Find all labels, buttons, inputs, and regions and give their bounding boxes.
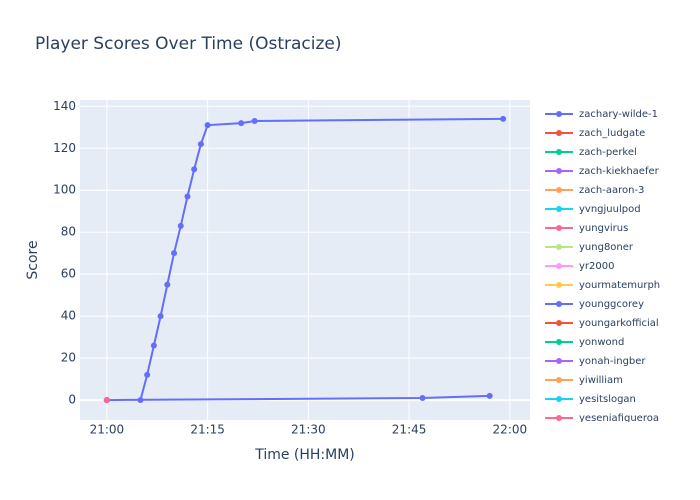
data-point	[238, 120, 245, 127]
legend-marker	[556, 187, 562, 193]
chart-title: Player Scores Over Time (Ostracize)	[35, 34, 342, 54]
y-tick-label: 60	[61, 267, 76, 281]
y-tick-label: 140	[53, 99, 76, 113]
x-axis-title: Time (HH:MM)	[254, 447, 355, 463]
data-point	[419, 394, 426, 401]
legend-marker	[556, 377, 562, 383]
legend-label[interactable]: zach_ludgate	[579, 128, 645, 139]
legend-label[interactable]: yesitslogan	[579, 394, 636, 405]
y-tick-label: 80	[61, 225, 76, 239]
x-tick-label: 22:00	[493, 423, 528, 437]
legend-marker	[556, 396, 562, 402]
legend-label[interactable]: yr2000	[579, 261, 614, 272]
legend-label[interactable]: younggcorey	[579, 299, 644, 310]
y-tick-label: 20	[61, 351, 76, 365]
data-point	[486, 392, 493, 399]
y-tick-label: 0	[68, 393, 76, 407]
data-point	[184, 193, 191, 200]
data-point	[164, 281, 171, 288]
legend-marker	[556, 282, 562, 288]
legend-label[interactable]: youngarkofficial	[579, 318, 659, 329]
legend-label[interactable]: zach-perkel	[579, 147, 637, 158]
x-tick-label: 21:15	[190, 423, 225, 437]
plot	[103, 115, 507, 404]
legend-label[interactable]: zach-kiekhaefer	[579, 166, 660, 177]
legend-marker	[556, 301, 562, 307]
series-line	[139, 117, 504, 401]
legend[interactable]: zachary-wilde-1 zach_ludgate zach-perkel za…	[545, 109, 660, 424]
legend-label[interactable]: yvngjuulpod	[579, 204, 641, 215]
legend-marker	[556, 206, 562, 212]
legend-label[interactable]: yung8oner	[579, 242, 634, 253]
data-point	[157, 313, 164, 320]
data-point	[150, 342, 157, 349]
data-point	[144, 371, 151, 378]
legend-marker	[556, 244, 562, 250]
data-point	[191, 166, 198, 173]
legend-label[interactable]: yourmatemurph	[579, 280, 660, 291]
legend-label[interactable]: yiwilliam	[579, 375, 623, 386]
legend-label[interactable]: yeseniafigueroa	[579, 413, 659, 424]
data-point	[204, 122, 211, 129]
y-tick-label: 40	[61, 309, 76, 323]
legend-marker	[556, 358, 562, 364]
legend-label[interactable]: zachary-wilde-1	[579, 109, 658, 120]
legend-label[interactable]: zach-aaron-3	[579, 185, 644, 196]
legend-label[interactable]: yonah-ingber	[579, 356, 646, 367]
legend-marker	[556, 263, 562, 269]
data-point	[171, 250, 178, 257]
plot-area	[80, 100, 530, 420]
legend-marker	[556, 111, 562, 117]
y-tick-label: 100	[53, 183, 76, 197]
legend-marker	[556, 168, 562, 174]
legend-marker	[556, 415, 562, 421]
legend-label[interactable]: yungvirus	[579, 223, 628, 234]
x-tick-label: 21:00	[90, 423, 125, 437]
legend-marker	[556, 130, 562, 136]
data-point	[177, 222, 184, 229]
data-point	[500, 115, 507, 122]
data-point	[103, 397, 110, 404]
y-tick-label: 120	[53, 141, 76, 155]
legend-marker	[556, 149, 562, 155]
x-tick-label: 21:30	[291, 423, 326, 437]
legend-marker	[556, 339, 562, 345]
legend-marker	[556, 225, 562, 231]
y-axis-title: Score	[25, 240, 41, 279]
legend-marker	[556, 320, 562, 326]
legend-label[interactable]: yonwond	[579, 337, 624, 348]
data-point	[251, 117, 258, 124]
data-point	[197, 141, 204, 148]
grid	[80, 100, 530, 420]
x-tick-label: 21:45	[392, 423, 427, 437]
